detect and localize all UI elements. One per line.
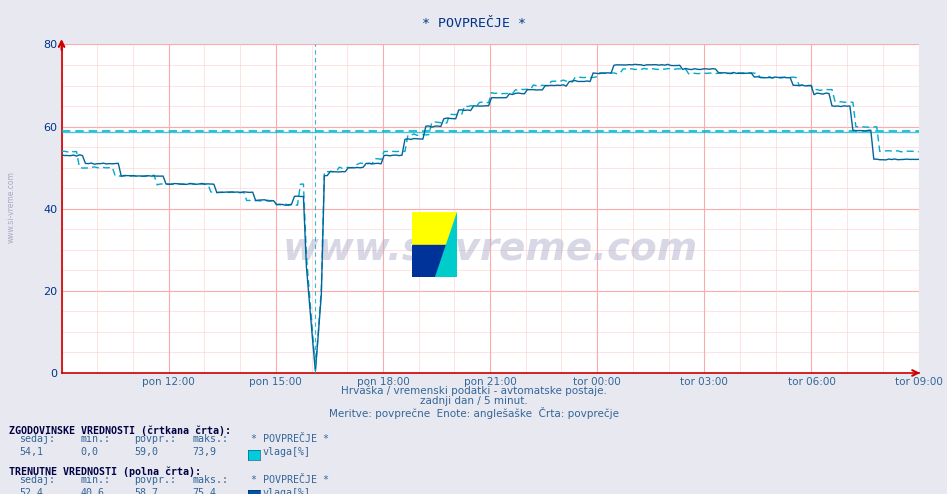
Text: 0,0: 0,0 bbox=[80, 448, 98, 457]
Text: sedaj:: sedaj: bbox=[19, 434, 55, 444]
Text: 54,1: 54,1 bbox=[19, 448, 43, 457]
Text: www.si-vreme.com: www.si-vreme.com bbox=[282, 229, 698, 267]
Text: * POVPREČJE *: * POVPREČJE * bbox=[251, 434, 329, 444]
Text: povpr.:: povpr.: bbox=[134, 475, 176, 485]
Text: * POVPREČJE *: * POVPREČJE * bbox=[251, 475, 329, 485]
Text: maks.:: maks.: bbox=[192, 475, 228, 485]
Text: 40,6: 40,6 bbox=[80, 488, 104, 494]
Text: TRENUTNE VREDNOSTI (polna črta):: TRENUTNE VREDNOSTI (polna črta): bbox=[9, 466, 202, 477]
Text: min.:: min.: bbox=[80, 434, 111, 444]
Text: min.:: min.: bbox=[80, 475, 111, 485]
Text: 73,9: 73,9 bbox=[192, 448, 216, 457]
Text: * POVPREČJE *: * POVPREČJE * bbox=[421, 17, 526, 30]
Text: zadnji dan / 5 minut.: zadnji dan / 5 minut. bbox=[420, 396, 527, 406]
Text: 75,4: 75,4 bbox=[192, 488, 216, 494]
Text: Hrvaška / vremenski podatki - avtomatske postaje.: Hrvaška / vremenski podatki - avtomatske… bbox=[341, 385, 606, 396]
Text: povpr.:: povpr.: bbox=[134, 434, 176, 444]
Polygon shape bbox=[435, 212, 457, 277]
Text: ZGODOVINSKE VREDNOSTI (črtkana črta):: ZGODOVINSKE VREDNOSTI (črtkana črta): bbox=[9, 426, 231, 436]
Polygon shape bbox=[412, 212, 457, 245]
Polygon shape bbox=[412, 245, 457, 277]
Text: 52,4: 52,4 bbox=[19, 488, 43, 494]
Text: 59,0: 59,0 bbox=[134, 448, 158, 457]
Text: vlaga[%]: vlaga[%] bbox=[262, 448, 311, 457]
Text: vlaga[%]: vlaga[%] bbox=[262, 488, 311, 494]
Text: www.si-vreme.com: www.si-vreme.com bbox=[7, 171, 16, 244]
Text: 58,7: 58,7 bbox=[134, 488, 158, 494]
Text: maks.:: maks.: bbox=[192, 434, 228, 444]
Text: Meritve: povprečne  Enote: anglešaške  Črta: povprečje: Meritve: povprečne Enote: anglešaške Črt… bbox=[329, 407, 618, 419]
Text: sedaj:: sedaj: bbox=[19, 475, 55, 485]
